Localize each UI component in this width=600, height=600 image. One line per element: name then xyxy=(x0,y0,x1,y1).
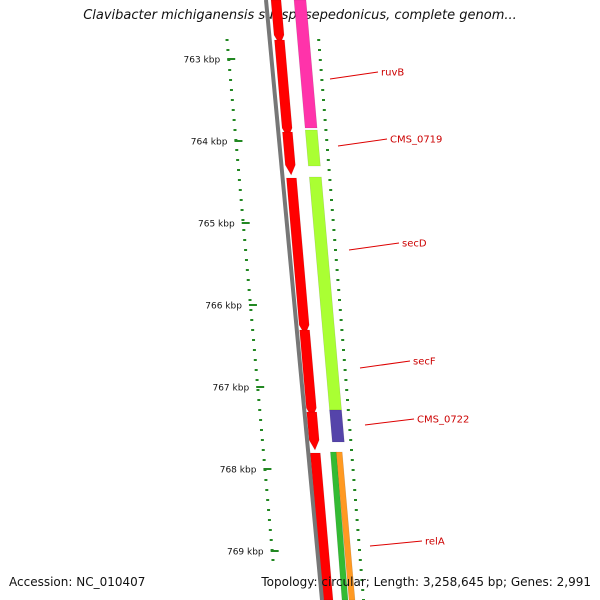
gene-block-CMS_0722 xyxy=(329,409,345,443)
gene-label-CMS_0722: CMS_0722 xyxy=(417,415,469,426)
gene-block-red xyxy=(306,411,320,451)
gene-block-relA xyxy=(335,451,356,600)
label-leader-line xyxy=(369,540,423,547)
gene-label-secF: secF xyxy=(413,357,436,368)
gene-block-sec xyxy=(309,176,342,411)
gene-label-CMS_0719: CMS_0719 xyxy=(390,135,442,146)
label-leader-line xyxy=(329,71,379,80)
gene-block-green xyxy=(330,451,349,600)
label-leader-line xyxy=(348,242,400,251)
scale-tick-label: 768 kbp xyxy=(220,466,257,476)
scale-tick-label: 767 kbp xyxy=(212,384,249,394)
backbone-arc xyxy=(264,0,324,600)
scale-tick-label: 769 kbp xyxy=(227,548,264,558)
scale-tick-label: 763 kbp xyxy=(184,56,221,66)
accession-info: Accession: NC_010407 xyxy=(9,575,146,589)
scale-tick-label: 764 kbp xyxy=(191,138,228,148)
scale-tick-label: 765 kbp xyxy=(198,220,235,230)
strand-minus-track xyxy=(270,0,334,600)
gene-block-red xyxy=(282,131,296,176)
gene-block-CMS_0719 xyxy=(304,129,321,167)
label-leader-line xyxy=(359,360,411,369)
label-leader-line xyxy=(337,138,388,147)
gene-labels: ruvB CMS_0719 secD secF CMS_0722 relA xyxy=(329,68,469,548)
label-leader-line xyxy=(364,418,415,426)
gene-label-relA: relA xyxy=(425,537,445,548)
gene-block-red xyxy=(270,0,285,46)
scale-ticks: 763 kbp 764 kbp 765 kbp 766 kbp 767 kbp 768 k… xyxy=(184,39,365,600)
gene-label-secD: secD xyxy=(402,239,427,250)
scale-tick-label: 766 kbp xyxy=(205,302,242,312)
backbone-line xyxy=(264,0,324,600)
gene-label-ruvB: ruvB xyxy=(381,68,404,79)
gene-block-ruvB xyxy=(293,0,318,129)
strand-plus-track xyxy=(293,0,356,600)
topology-info: Topology: circular; Length: 3,258,645 bp… xyxy=(261,575,591,589)
